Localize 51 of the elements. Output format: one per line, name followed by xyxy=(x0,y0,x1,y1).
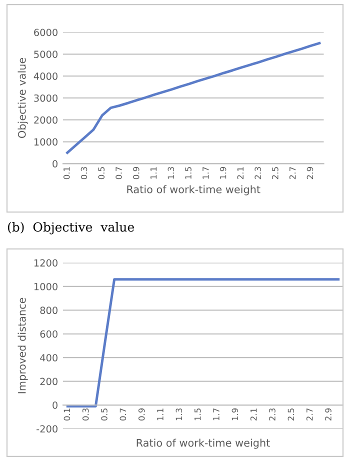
x-tick-label: 2.9 xyxy=(306,167,314,180)
x-tick-label: 1.5 xyxy=(194,408,201,420)
y-tick-label: 600 xyxy=(40,330,58,338)
x-tick-label: 2.5 xyxy=(272,167,278,180)
y-tick-label: 0 xyxy=(52,402,58,409)
x-tick-label: 2.5 xyxy=(288,408,294,420)
y-tick-label: 3000 xyxy=(34,94,58,102)
x-tick-label: 0.3 xyxy=(82,408,89,420)
x-tick-label: 0.5 xyxy=(98,167,105,180)
x-tick-label: 0.3 xyxy=(80,167,88,180)
x-tick-label: 1.9 xyxy=(232,408,238,420)
y-tick-label: 200 xyxy=(40,378,58,386)
y-tick-label: 1000 xyxy=(34,138,58,146)
y-tick-label: 2000 xyxy=(34,116,58,124)
y-tick-label: -200 xyxy=(36,425,58,433)
text: (b) Objective value xyxy=(8,222,134,234)
x-tick-label: 1.3 xyxy=(168,167,174,179)
x-axis-title: Ratio of work-time weight xyxy=(136,438,270,449)
x-tick-label: 2.3 xyxy=(269,408,276,420)
x-tick-label: 2.1 xyxy=(250,408,257,420)
x-tick-label: 2.1 xyxy=(237,167,244,180)
x-axis-title: Ratio of work-time weight xyxy=(127,185,260,196)
x-tick-label: 0.9 xyxy=(132,167,140,180)
x-tick-label: 0.7 xyxy=(116,167,122,180)
x-tick-label: 1.5 xyxy=(185,167,192,179)
x-tick-label: 2.9 xyxy=(325,408,332,420)
x-tick-label: 2.3 xyxy=(254,167,261,180)
y-axis-title: Objective value xyxy=(18,58,28,138)
y-tick-label: 6000 xyxy=(34,28,58,36)
x-tick-label: 1.1 xyxy=(157,408,164,420)
x-tick-label: 0.5 xyxy=(101,408,108,420)
x-tick-label: 0.7 xyxy=(120,408,126,420)
line-series xyxy=(66,42,321,154)
x-tick-label: 2.7 xyxy=(306,408,313,420)
y-tick-label: 4000 xyxy=(34,72,58,80)
y-tick-label: 5000 xyxy=(34,50,58,58)
x-tick-label: 1.7 xyxy=(213,408,220,420)
y-tick-label: 400 xyxy=(40,354,58,362)
x-tick-label: 1.3 xyxy=(176,408,182,420)
y-tick-label: 800 xyxy=(40,306,58,314)
y-tick-label: 0 xyxy=(52,160,58,168)
x-tick-label: 1.7 xyxy=(202,167,209,179)
y-tick-label: 1000 xyxy=(34,282,58,290)
x-tick-label: 1.1 xyxy=(150,167,157,179)
x-tick-label: 0.9 xyxy=(138,408,145,420)
x-tick-label: 0.1 xyxy=(64,408,70,420)
y-tick-label: 1200 xyxy=(34,259,58,267)
x-tick-label: 1.9 xyxy=(220,167,226,179)
x-tick-label: 0.1 xyxy=(63,167,70,180)
y-axis-title: Improved distance xyxy=(18,298,28,394)
x-tick-label: 2.7 xyxy=(289,167,296,180)
